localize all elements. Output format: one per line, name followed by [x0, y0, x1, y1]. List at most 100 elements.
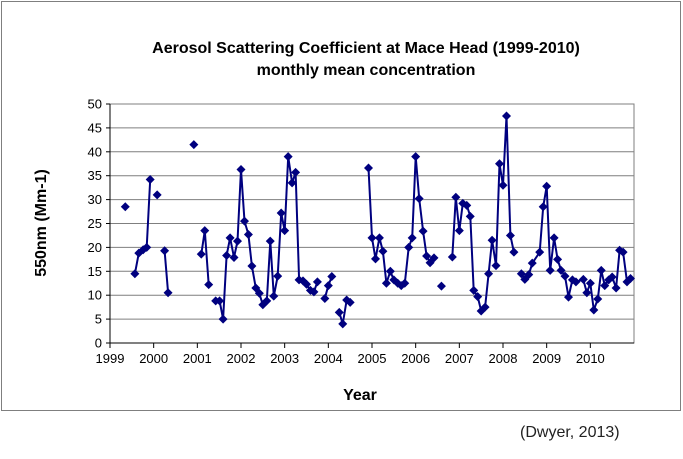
data-point	[385, 266, 395, 276]
data-point	[327, 272, 337, 282]
x-tick-label: 2009	[532, 351, 561, 366]
data-point	[269, 291, 279, 301]
chart-subtitle: monthly mean concentration	[257, 62, 476, 79]
data-point	[484, 269, 494, 279]
data-point	[422, 251, 432, 261]
data-point	[334, 307, 344, 317]
x-tick-label: 2010	[576, 351, 605, 366]
data-point	[509, 247, 519, 257]
data-point	[495, 159, 505, 169]
series-line	[520, 186, 632, 311]
data-point	[578, 274, 588, 284]
data-point	[407, 233, 417, 243]
data-point	[414, 194, 424, 204]
x-tick-label: 2006	[401, 351, 430, 366]
data-point	[626, 273, 636, 283]
y-tick-label: 40	[88, 144, 102, 159]
data-point	[142, 242, 152, 252]
data-point	[320, 294, 330, 304]
data-point	[130, 269, 140, 279]
x-axis-label: Year	[343, 387, 377, 404]
data-point	[239, 216, 249, 226]
data-point	[404, 242, 414, 252]
data-point	[265, 236, 275, 246]
data-point	[280, 226, 290, 236]
y-axis-ticks: 0 5 10 15 20 25 30 35 40 45 50	[88, 97, 110, 351]
data-point	[454, 226, 464, 236]
y-tick-label: 0	[95, 336, 102, 351]
x-tick-label: 2008	[489, 351, 518, 366]
series-line	[200, 230, 210, 285]
data-point	[589, 305, 599, 315]
data-point	[196, 249, 206, 259]
data-point	[607, 272, 617, 282]
data-point	[189, 140, 199, 150]
data-point	[542, 181, 552, 191]
data-point	[469, 285, 479, 295]
data-point	[524, 270, 534, 280]
data-point	[487, 235, 497, 245]
y-tick-label: 35	[88, 168, 102, 183]
data-point	[527, 258, 537, 268]
data-point	[411, 152, 421, 162]
data-point	[243, 229, 253, 239]
data-point	[451, 192, 461, 202]
y-tick-label: 15	[88, 264, 102, 279]
y-axis-label: 550nm (Mm-1)	[33, 169, 50, 277]
data-point	[233, 236, 243, 246]
x-tick-label: 2004	[314, 351, 343, 366]
data-point	[370, 254, 380, 264]
data-point	[462, 200, 472, 210]
data-point	[582, 288, 592, 298]
x-axis-ticks: 1999 2000 2001 2002 2003 2004 2005 2006 2007 2008…	[96, 343, 605, 366]
data-point	[491, 261, 501, 271]
data-point	[236, 164, 246, 174]
chart-title: Aerosol Scattering Coefficient at Mace H…	[152, 40, 580, 57]
data-point	[447, 252, 457, 262]
data-point	[229, 252, 239, 262]
data-series	[120, 111, 636, 329]
data-point	[596, 265, 606, 275]
data-point	[152, 190, 162, 200]
data-point	[545, 265, 555, 275]
data-point	[593, 294, 603, 304]
data-point	[145, 175, 155, 185]
data-point	[538, 202, 548, 212]
data-point	[276, 208, 286, 218]
data-point	[501, 111, 511, 121]
data-point	[338, 319, 348, 329]
x-tick-label: 2003	[270, 351, 299, 366]
data-point	[553, 254, 563, 264]
y-tick-label: 10	[88, 288, 102, 303]
x-tick-label: 1999	[96, 351, 125, 366]
data-point	[473, 292, 483, 302]
data-point	[381, 278, 391, 288]
data-point	[418, 226, 428, 236]
data-point	[378, 246, 388, 256]
data-point	[560, 271, 570, 281]
data-point	[222, 251, 232, 261]
chart: Aerosol Scattering Coefficient at Mace H…	[33, 40, 636, 404]
data-point	[429, 253, 439, 263]
x-tick-label: 2001	[183, 351, 212, 366]
data-point	[312, 277, 322, 287]
data-point	[291, 167, 301, 177]
data-point	[611, 283, 621, 293]
data-point	[287, 178, 297, 188]
data-point	[564, 292, 573, 302]
data-point	[345, 297, 355, 307]
data-point	[309, 287, 319, 297]
data-point	[204, 280, 214, 290]
y-tick-label: 25	[88, 216, 102, 231]
data-point	[323, 281, 333, 291]
data-point	[571, 277, 581, 287]
data-point	[251, 283, 261, 293]
y-tick-label: 50	[88, 97, 102, 112]
data-point	[436, 281, 446, 291]
y-tick-label: 20	[88, 240, 102, 255]
data-point	[498, 180, 508, 190]
data-point	[218, 314, 228, 324]
x-tick-label: 2002	[227, 351, 256, 366]
data-point	[120, 202, 130, 212]
data-point	[618, 247, 628, 257]
